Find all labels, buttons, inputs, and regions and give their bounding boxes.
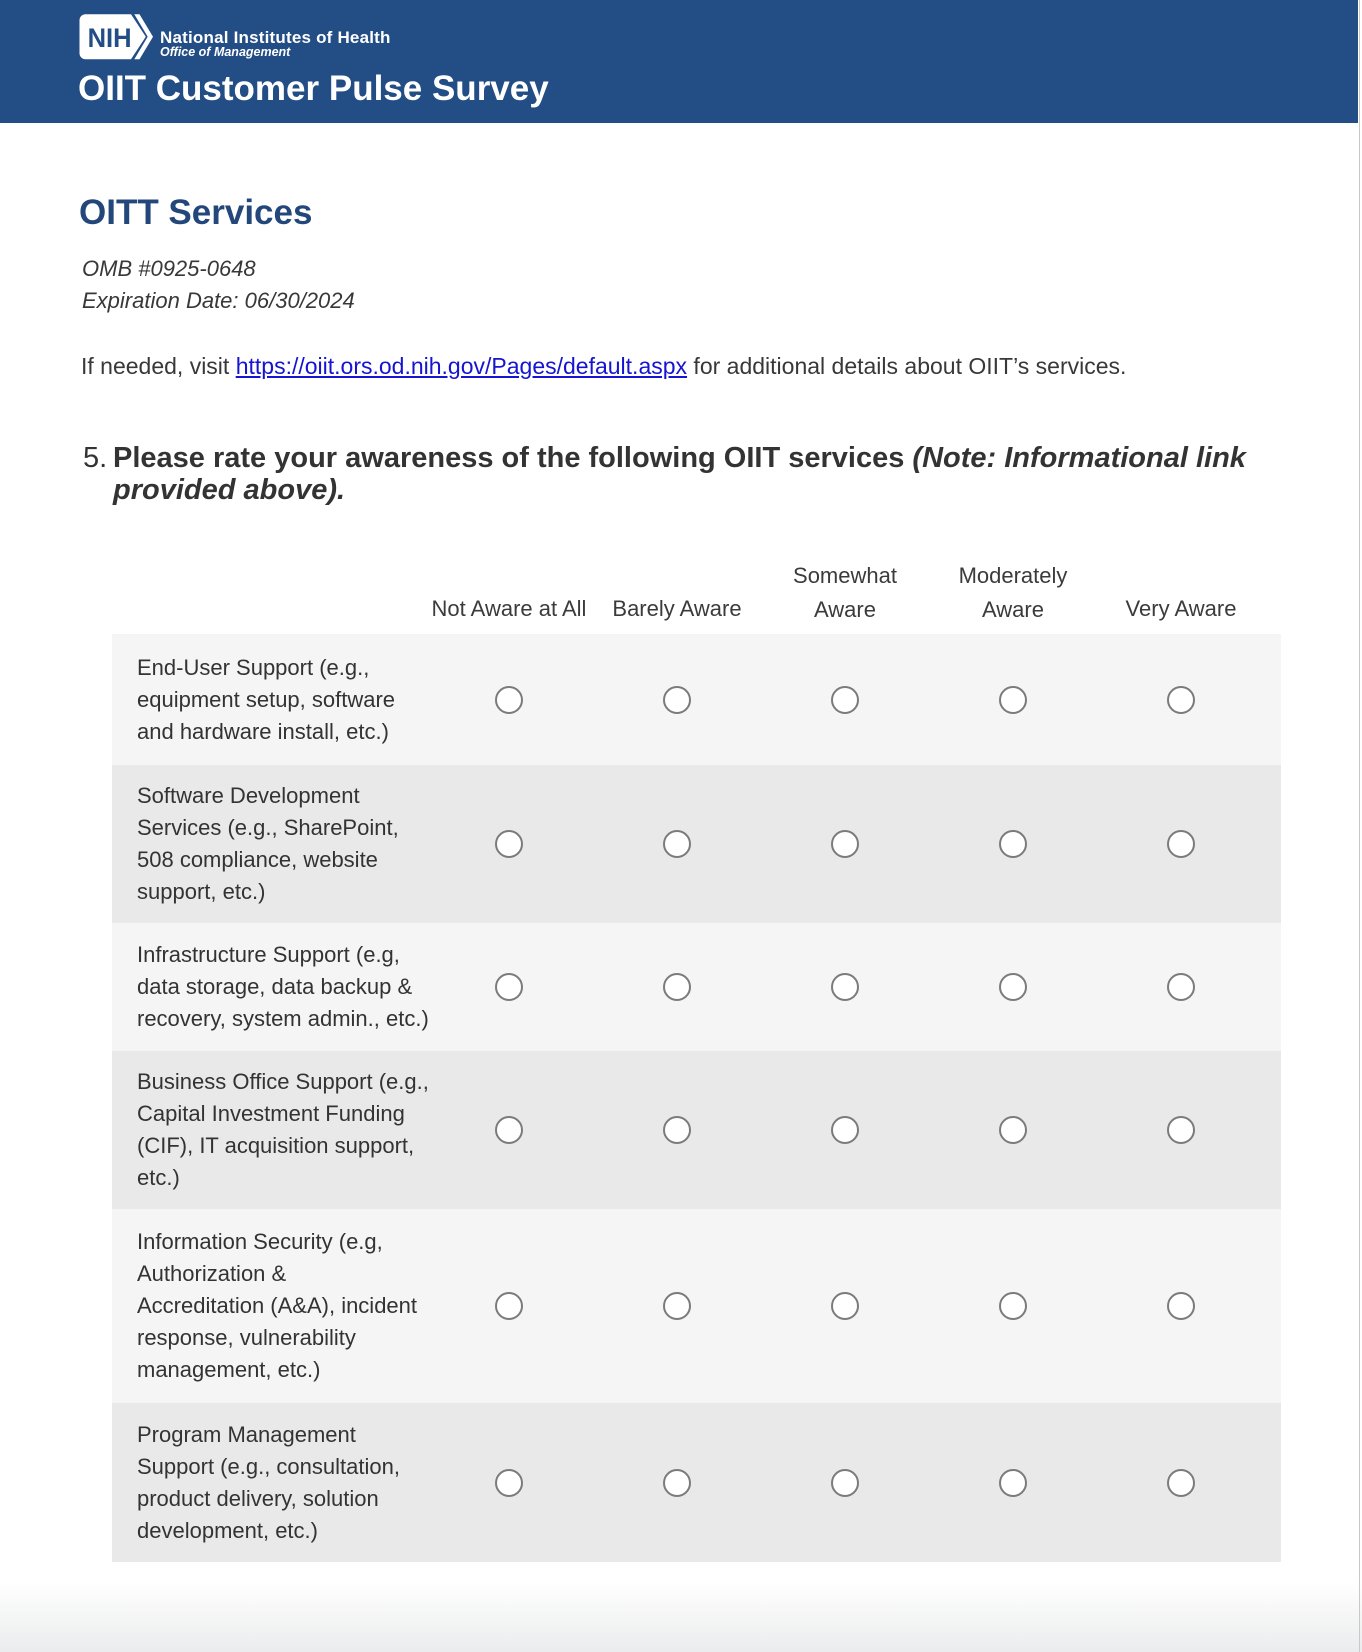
- svg-text:NIH: NIH: [88, 23, 132, 53]
